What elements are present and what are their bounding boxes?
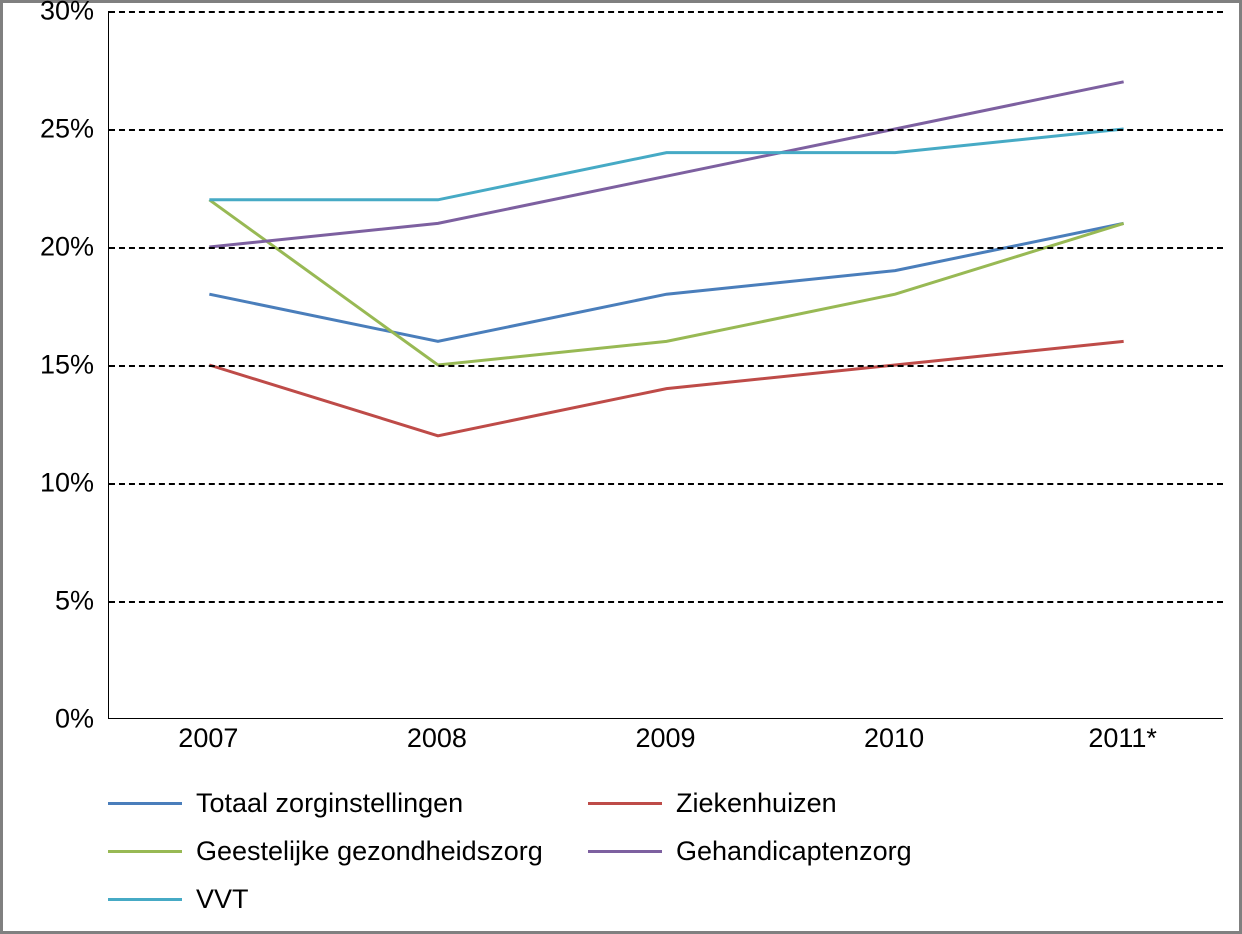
gridline	[109, 129, 1223, 131]
gridline	[109, 483, 1223, 485]
legend-item: Ziekenhuizen	[588, 781, 1068, 825]
legend-item: VVT	[108, 877, 588, 921]
legend-swatch	[108, 898, 182, 901]
chart-legend: Totaal zorginstellingen Ziekenhuizen Geest…	[108, 781, 1223, 921]
legend-item: Geestelijke gezondheidszorg	[108, 829, 588, 873]
gridline	[109, 601, 1223, 603]
legend-label: Totaal zorginstellingen	[196, 788, 463, 819]
y-axis-label: 5%	[55, 586, 94, 617]
y-axis-label: 20%	[40, 232, 94, 263]
gridline	[109, 11, 1223, 13]
x-axis-label: 2009	[635, 723, 695, 754]
legend-label: Geestelijke gezondheidszorg	[196, 836, 543, 867]
legend-item: Totaal zorginstellingen	[108, 781, 588, 825]
legend-swatch	[108, 850, 182, 853]
series-line	[209, 341, 1123, 435]
y-axis-label: 25%	[40, 114, 94, 145]
series-line	[209, 82, 1123, 247]
gridline	[109, 247, 1223, 249]
x-axis-label: 2008	[407, 723, 467, 754]
legend-label: VVT	[196, 884, 249, 915]
series-line	[209, 200, 1123, 365]
y-axis-label: 30%	[40, 0, 94, 27]
legend-label: Gehandicaptenzorg	[676, 836, 912, 867]
gridline	[109, 365, 1223, 367]
y-axis-label: 10%	[40, 468, 94, 499]
legend-swatch	[588, 802, 662, 805]
legend-item: Gehandicaptenzorg	[588, 829, 1068, 873]
legend-swatch	[108, 802, 182, 805]
series-line	[209, 223, 1123, 341]
plot-area	[108, 11, 1223, 719]
y-axis-label: 15%	[40, 350, 94, 381]
legend-label: Ziekenhuizen	[676, 788, 837, 819]
legend-swatch	[588, 850, 662, 853]
series-line	[209, 129, 1123, 200]
x-axis-label: 2007	[178, 723, 238, 754]
line-chart: Totaal zorginstellingen Ziekenhuizen Geest…	[0, 0, 1242, 934]
y-axis-label: 0%	[55, 704, 94, 735]
x-axis-label: 2011*	[1088, 723, 1157, 754]
x-axis-label: 2010	[864, 723, 924, 754]
